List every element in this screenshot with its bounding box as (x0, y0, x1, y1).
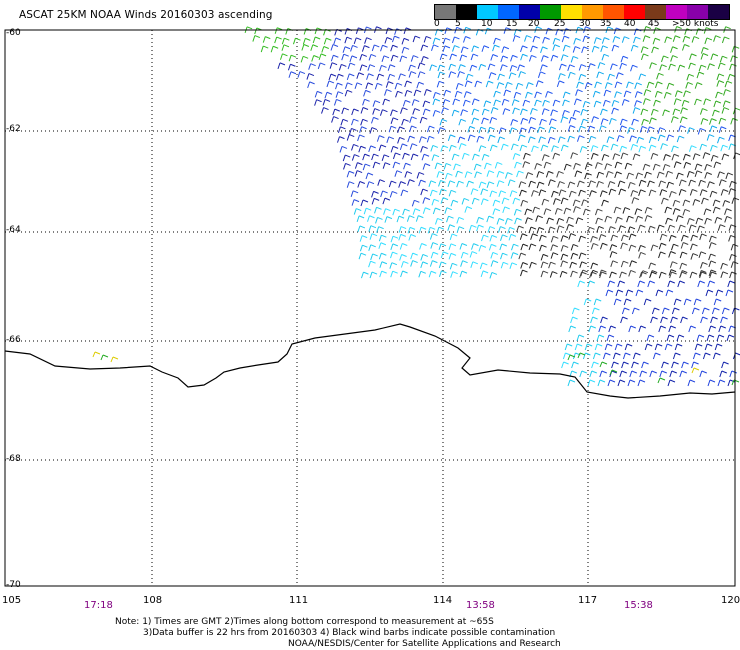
legend-swatch (603, 5, 624, 19)
latitude-label: -60 (6, 28, 21, 38)
legend-label: 40 (624, 19, 636, 29)
legend-swatch (498, 5, 519, 19)
legend-swatch (456, 5, 477, 19)
legend-label: 25 (554, 19, 566, 29)
longitude-label: 111 (289, 595, 309, 606)
note-line-2: 3)Data buffer is 22 hrs from 20160303 4)… (143, 628, 556, 638)
legend-label: 30 (579, 19, 591, 29)
longitude-label: 120 (721, 595, 740, 606)
latitude-label: -70 (6, 580, 21, 590)
legend-swatch (519, 5, 540, 19)
legend-swatch (435, 5, 456, 19)
legend-swatch (687, 5, 708, 19)
wind-barbs (92, 26, 740, 387)
legend-swatch (645, 5, 666, 19)
legend-label: 10 (481, 19, 493, 29)
lat-lon-grid (5, 30, 735, 586)
pass-time-label: 17:18 (84, 600, 113, 611)
pass-time-label: 15:38 (624, 600, 653, 611)
legend-swatch (540, 5, 561, 19)
legend-swatch (582, 5, 603, 19)
legend-swatch (561, 5, 582, 19)
legend-label: 0 (434, 19, 440, 29)
legend-label: 5 (455, 19, 461, 29)
legend-swatch (666, 5, 687, 19)
note-line-1: Note: 1) Times are GMT 2)Times along bot… (115, 617, 494, 627)
legend-swatch (708, 5, 729, 19)
antarctic-coastline (4, 323, 736, 399)
longitude-label: 105 (2, 595, 22, 606)
wind-speed-color-legend (434, 4, 730, 20)
legend-label: 35 (600, 19, 612, 29)
legend-label: 45 (648, 19, 660, 29)
map-title: ASCAT 25KM NOAA Winds 20160303 ascending (19, 9, 273, 21)
latitude-label: -66 (6, 335, 21, 345)
legend-label: >50 knots (672, 19, 719, 29)
legend-swatch (477, 5, 498, 19)
latitude-label: -62 (6, 124, 21, 134)
longitude-label: 114 (433, 595, 453, 606)
legend-label: 15 (506, 19, 518, 29)
legend-label: 20 (528, 19, 540, 29)
longitude-label: 108 (143, 595, 163, 606)
pass-time-label: 13:58 (466, 600, 495, 611)
credit-line: NOAA/NESDIS/Center for Satellite Applica… (288, 639, 561, 649)
map-frame (4, 29, 736, 587)
latitude-label: -68 (6, 454, 21, 464)
longitude-label: 117 (578, 595, 598, 606)
latitude-label: -64 (6, 225, 21, 235)
wind-speed-legend-labels: 0 5 10 15 20 25 30 35 40 45 >50 knots (434, 19, 740, 31)
legend-swatch (624, 5, 645, 19)
